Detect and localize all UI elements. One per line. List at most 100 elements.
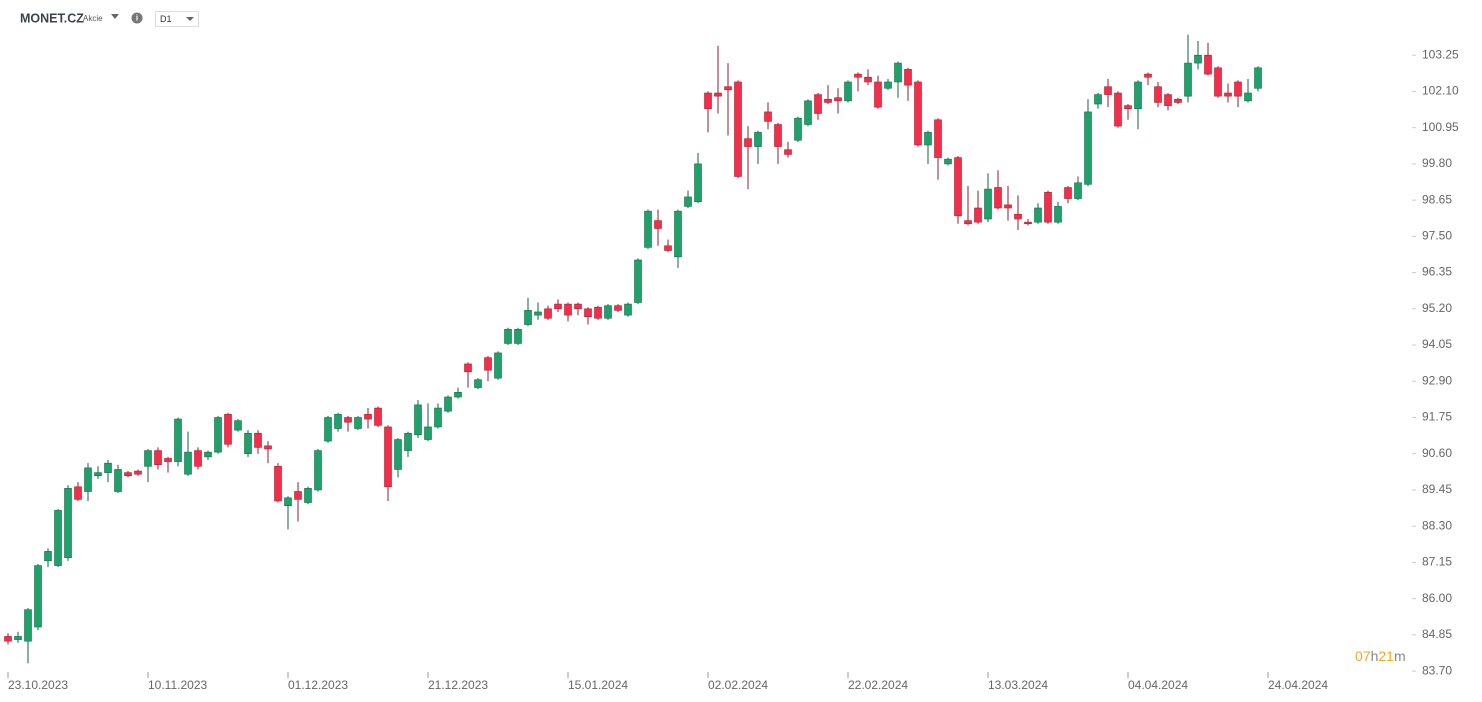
candle-body — [394, 439, 402, 470]
candle-body — [164, 458, 172, 462]
candle-body — [234, 420, 242, 431]
candle-body — [794, 117, 802, 141]
candle-body — [274, 466, 282, 502]
candle-body — [894, 62, 902, 83]
candle-body — [1034, 207, 1042, 223]
candle-body — [944, 158, 952, 165]
candle-body — [864, 76, 872, 83]
y-tick-label: 102.10 — [1422, 84, 1459, 98]
candle-body — [554, 303, 562, 310]
candle-body — [354, 417, 362, 429]
y-tick-label: 88.30 — [1422, 518, 1452, 532]
candle-body — [744, 138, 752, 147]
candle-body — [654, 220, 662, 229]
candle-body — [1154, 86, 1162, 103]
candle-body — [774, 124, 782, 147]
candle-body — [1204, 54, 1212, 75]
candle-body — [134, 470, 142, 475]
candle-body — [1164, 94, 1172, 106]
candle-body — [1194, 54, 1202, 64]
candle-body — [854, 73, 862, 78]
candle-body — [804, 100, 812, 125]
candle-body — [644, 210, 652, 248]
y-tick-label: 99.80 — [1422, 156, 1452, 170]
info-glyph: i — [136, 14, 138, 23]
candle-body — [174, 418, 182, 462]
candle-body — [44, 551, 52, 562]
x-tick-label: 24.04.2024 — [1268, 678, 1328, 692]
y-tick-label: 103.25 — [1422, 47, 1459, 61]
candle-body — [1174, 99, 1182, 103]
candle-body — [194, 450, 202, 467]
candle-body — [1104, 86, 1112, 95]
candle-body — [1224, 92, 1232, 97]
candle-body — [714, 92, 722, 97]
candle-body — [514, 328, 522, 344]
candle-body — [694, 163, 702, 202]
candle-body — [344, 417, 352, 423]
interval: D1 — [160, 14, 172, 24]
candle-body — [604, 305, 612, 319]
candle-body — [544, 308, 552, 319]
candle-body — [374, 407, 382, 426]
x-tick-label: 21.12.2023 — [428, 678, 488, 692]
candle-body — [684, 196, 692, 207]
candle-body — [564, 303, 572, 316]
candle-body — [1244, 92, 1252, 102]
candle-body — [454, 391, 462, 398]
candle-body — [624, 303, 632, 316]
candle-body — [574, 303, 582, 310]
candle-body — [324, 417, 332, 442]
candle-body — [964, 220, 972, 225]
symbol: MONET.CZ — [20, 11, 84, 25]
x-tick-label: 15.01.2024 — [568, 678, 628, 692]
candle-body — [104, 462, 112, 473]
candle-body — [934, 119, 942, 158]
countdown-m: m — [1394, 648, 1406, 664]
candle-body — [534, 311, 542, 316]
y-tick-label: 95.20 — [1422, 301, 1452, 315]
kind: Akcie — [83, 14, 103, 23]
candle-body — [14, 636, 22, 640]
candle-body — [1144, 73, 1152, 78]
candle-body — [334, 414, 342, 429]
candle-body — [1054, 206, 1062, 223]
x-tick-label: 10.11.2023 — [148, 678, 207, 692]
y-tick-label: 97.50 — [1422, 229, 1452, 243]
candle-body — [1254, 67, 1262, 89]
candle-body — [474, 379, 482, 388]
candle-body — [284, 497, 292, 507]
candle-body — [184, 451, 192, 475]
candle-body — [924, 132, 932, 146]
candle-body — [424, 426, 432, 440]
candle-body — [34, 565, 42, 628]
candle-body — [444, 396, 452, 412]
candle-body — [954, 157, 962, 217]
candle-body — [614, 305, 622, 311]
candle-body — [294, 491, 302, 500]
candle-body — [24, 609, 32, 642]
candle-body — [724, 86, 732, 91]
candle-body — [874, 81, 882, 108]
y-tick-label: 96.35 — [1422, 265, 1452, 279]
candle-body — [384, 426, 392, 488]
candle-body — [364, 414, 372, 420]
candle-body — [254, 432, 262, 448]
y-tick-label: 84.85 — [1422, 627, 1452, 641]
x-tick-label: 02.02.2024 — [708, 678, 768, 692]
info-icon[interactable] — [131, 12, 143, 24]
x-tick-label: 01.12.2023 — [288, 678, 348, 692]
candle-body — [524, 310, 532, 325]
candle-body — [414, 404, 422, 436]
y-tick-label: 90.60 — [1422, 446, 1452, 460]
candle-body — [1124, 105, 1132, 110]
candle-body — [1214, 67, 1222, 97]
y-tick-label: 89.45 — [1422, 482, 1452, 496]
y-tick-label: 94.05 — [1422, 337, 1452, 351]
countdown-minutes: 21 — [1378, 648, 1394, 664]
interval-select[interactable] — [155, 11, 199, 27]
symbol-dropdown[interactable] — [111, 14, 119, 19]
candle-body — [784, 149, 792, 155]
candle-body — [884, 81, 892, 89]
